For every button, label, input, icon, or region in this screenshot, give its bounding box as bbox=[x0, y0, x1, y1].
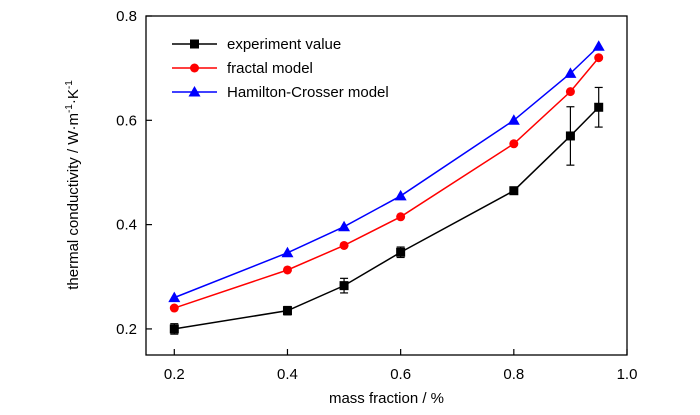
y-tick-label: 0.2 bbox=[116, 321, 137, 338]
data-point bbox=[338, 220, 351, 232]
data-point bbox=[339, 240, 349, 250]
series bbox=[169, 53, 604, 313]
data-point bbox=[282, 265, 292, 275]
series-line bbox=[174, 106, 600, 330]
legend-item: fractal model bbox=[172, 60, 313, 77]
data-point bbox=[509, 139, 519, 149]
legend-label: experiment value bbox=[227, 36, 341, 53]
legend-label: Hamilton-Crosser model bbox=[227, 84, 389, 101]
legend-item: experiment value bbox=[172, 36, 341, 53]
data-point bbox=[169, 324, 179, 334]
data-point bbox=[592, 40, 605, 51]
data-point bbox=[594, 102, 604, 112]
axes: 0.2 0.4 0.6 0.8 1.0 0.2 0.4 0.6 0.8 bbox=[116, 8, 637, 383]
series bbox=[169, 86, 604, 335]
x-tick-label: 0.4 bbox=[277, 366, 298, 383]
data-point bbox=[507, 114, 520, 125]
data-point bbox=[396, 247, 406, 257]
data-point bbox=[281, 246, 294, 258]
x-tick-label: 0.8 bbox=[503, 366, 524, 383]
y-tick-label: 0.8 bbox=[116, 8, 137, 25]
data-point bbox=[396, 212, 406, 222]
x-tick-label: 0.2 bbox=[164, 366, 185, 383]
data-point bbox=[509, 186, 519, 196]
y-axis-title-exp1: -1 bbox=[64, 104, 75, 113]
data-point bbox=[594, 53, 604, 63]
y-axis-title-base: thermal conductivity / W·m bbox=[65, 113, 82, 290]
plot-frame bbox=[145, 15, 628, 356]
y-tick-label: 0.4 bbox=[116, 217, 137, 234]
y-axis-title-mid: ·K bbox=[65, 89, 82, 104]
data-point bbox=[169, 303, 179, 313]
x-tick-label: 1.0 bbox=[617, 366, 638, 383]
data-point bbox=[565, 131, 575, 141]
legend-marker bbox=[188, 86, 201, 97]
data-point bbox=[339, 281, 349, 291]
legend-marker bbox=[190, 39, 199, 49]
data-point bbox=[168, 291, 181, 303]
data-point bbox=[564, 67, 577, 78]
legend-label: fractal model bbox=[227, 60, 313, 77]
x-tick-label: 0.6 bbox=[390, 366, 411, 383]
legend-item: Hamilton-Crosser model bbox=[172, 84, 389, 101]
legend-marker bbox=[190, 63, 199, 73]
legend: experiment value fractal model Hamilton-Cr… bbox=[172, 36, 389, 101]
data-point bbox=[394, 189, 407, 201]
x-axis-title: mass fraction / % bbox=[329, 390, 444, 407]
series-layer bbox=[168, 40, 605, 335]
y-tick-label: 0.6 bbox=[116, 112, 137, 129]
series bbox=[168, 40, 605, 303]
y-axis-title-exp2: -1 bbox=[64, 80, 75, 89]
data-point bbox=[282, 306, 292, 316]
data-point bbox=[565, 87, 575, 97]
y-axis-title: thermal conductivity / W·m-1·K-1 bbox=[64, 80, 82, 290]
